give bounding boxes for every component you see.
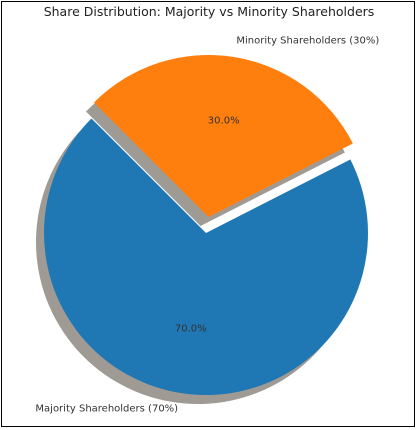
pct-label-minority-shareholders: 30.0% <box>208 116 240 127</box>
chart-title: Share Distribution: Majority vs Minority… <box>43 4 375 19</box>
category-label-majority-shareholders: Majority Shareholders (70%) <box>35 404 178 415</box>
pie-slice-majority-shareholders <box>44 118 369 396</box>
category-label-minority-shareholders: Minority Shareholders (30%) <box>236 36 379 47</box>
pct-label-majority-shareholders: 70.0% <box>175 324 207 335</box>
pie-slice-minority-shareholders <box>93 54 353 217</box>
